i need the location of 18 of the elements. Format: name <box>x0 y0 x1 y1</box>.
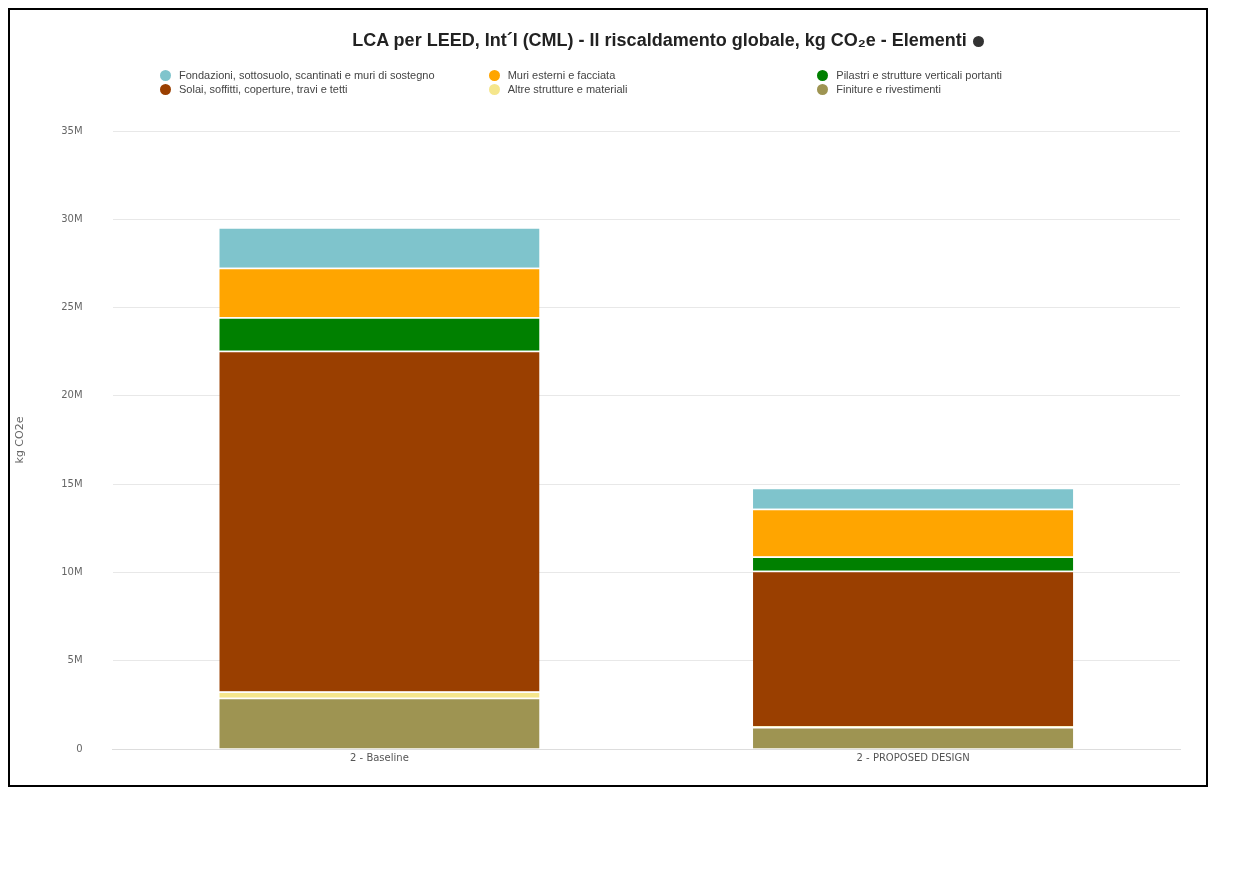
y-tick-label: 0 <box>76 742 83 754</box>
y-tick-label: 5M <box>67 654 83 666</box>
y-tick-label: 35M <box>61 124 83 136</box>
y-tick-label: 15M <box>61 477 83 489</box>
legend-label: Fondazioni, sottosuolo, scantinati e muri di sostegno <box>179 69 435 81</box>
y-axis-title: kg CO2e <box>13 416 27 464</box>
y-tick-label: 10M <box>61 566 83 578</box>
legend-label: Finiture e rivestimenti <box>836 83 941 95</box>
y-tick-label: 25M <box>61 301 83 313</box>
chart-title: LCA per LEED, Int´l (CML) - Il riscaldamento globale, kg CO₂e - Elementi <box>352 30 967 50</box>
legend-label: Muri esterni e facciata <box>507 69 616 81</box>
legend-label: Pilastri e strutture verticali portanti <box>836 69 1002 81</box>
y-tick-label: 30M <box>61 212 83 224</box>
x-tick-label: 2 - Baseline <box>350 751 409 763</box>
legend-label: Altre strutture e materiali <box>507 83 628 95</box>
legend-label: Solai, soffitti, coperture, travi e tetti <box>179 83 348 95</box>
y-tick-label: 20M <box>61 389 83 401</box>
x-tick-label: 2 - PROPOSED DESIGN <box>856 751 970 763</box>
